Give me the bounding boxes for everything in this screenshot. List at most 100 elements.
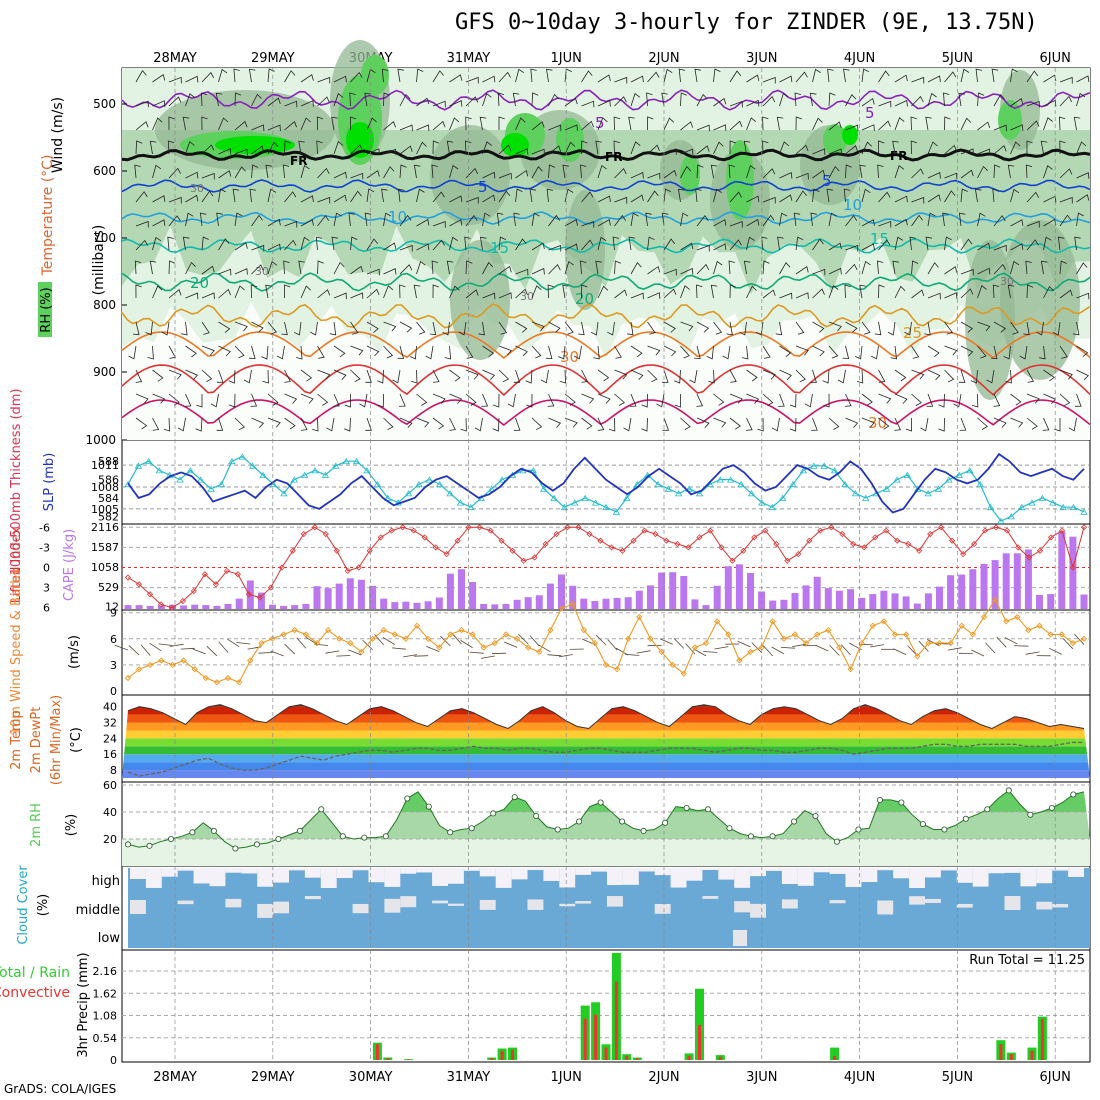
wind-barb: [300, 236, 310, 251]
wind-barb-10m: [985, 642, 996, 654]
wind-barb: [233, 68, 240, 83]
rh-contour-label: 30: [255, 265, 269, 278]
lifted-index-point: [289, 547, 296, 554]
wind-barb: [218, 321, 231, 333]
wind-barb: [1003, 345, 1011, 360]
wind-speed-point: [969, 631, 976, 638]
wind-barb: [647, 190, 659, 203]
top-day-label: 31MAY: [447, 51, 491, 66]
wind-barb: [465, 76, 479, 84]
wind-barb: [416, 260, 426, 275]
wind-barb: [878, 220, 892, 228]
wind-barb: [432, 100, 446, 108]
wind-barb: [498, 345, 512, 356]
wind-barb-10m: [625, 654, 640, 656]
isotherm-label: 5: [822, 172, 832, 190]
cape-bar: [291, 605, 299, 609]
wind-barb: [482, 194, 496, 203]
wind-barb: [845, 164, 852, 179]
wind-barb: [960, 117, 972, 131]
wind-barb: [267, 218, 281, 227]
lifted-index-point: [685, 544, 692, 551]
wind-barb: [267, 417, 281, 428]
wind-speed-point: [547, 626, 554, 634]
wind-barb: [531, 321, 545, 332]
wind-barb: [449, 219, 463, 227]
wind-barb: [181, 321, 188, 336]
wind-barb: [482, 171, 496, 179]
isotherm-40: [121, 399, 1091, 427]
wind-barb: [350, 144, 363, 155]
wind-speed-point: [1003, 618, 1010, 625]
wind-barb: [944, 71, 957, 83]
wind-barb: [680, 321, 694, 332]
cloud-middle-gap: [559, 903, 576, 907]
wind-barb: [515, 345, 528, 357]
wind-barb: [152, 369, 164, 382]
wind-barb: [953, 393, 962, 408]
cape-bar: [569, 585, 577, 609]
precip-tick-label: 1.62: [93, 987, 118, 1000]
lifted-index-point: [1069, 564, 1077, 571]
wind-barb: [267, 393, 279, 406]
wind-speed-point: [491, 639, 498, 647]
precip-convective-bar: [698, 1025, 701, 1060]
freezing-level-label: FR: [290, 154, 307, 168]
wind-barb: [837, 369, 846, 384]
wind-barb: [134, 260, 142, 275]
wind-barb: [185, 369, 199, 380]
wind-speed-point: [135, 666, 143, 673]
lifted-index-point: [399, 524, 406, 531]
wind-barb: [776, 116, 784, 131]
wind-barb: [531, 242, 545, 251]
wind-barb: [729, 100, 743, 108]
wind-barb: [152, 417, 160, 431]
wind-barb: [218, 268, 232, 276]
wind-barb: [464, 140, 472, 155]
cape-bar: [1013, 553, 1021, 609]
wind-barb: [1019, 345, 1028, 360]
wind-barb-10m: [538, 644, 551, 653]
rh-point: [447, 829, 454, 836]
wind-barb: [526, 393, 533, 408]
lifted-index-point: [465, 524, 472, 531]
wind-barb-10m: [518, 633, 529, 645]
wind-barb: [196, 394, 203, 408]
rh-point: [189, 829, 196, 836]
wind-tick-label: 6: [110, 633, 117, 646]
rh-point: [146, 842, 153, 849]
wind-barb: [333, 393, 340, 407]
wind-barb: [993, 145, 1007, 155]
wind-barb-10m: [815, 644, 829, 652]
wind-barb: [185, 171, 199, 179]
rh-point: [318, 806, 325, 813]
wind-barb: [647, 345, 661, 356]
wind-barb: [1076, 75, 1090, 83]
wind-barb-10m: [947, 647, 962, 651]
wind-barb: [1076, 141, 1087, 155]
wind-barb: [365, 417, 372, 431]
wind-barb: [432, 120, 446, 131]
wind-speed-point: [336, 635, 343, 642]
wind-barb: [1059, 214, 1072, 227]
wind-barb: [843, 68, 850, 83]
rh-point: [1048, 805, 1055, 812]
wind-speed-point: [247, 657, 254, 664]
wind-barb: [597, 100, 611, 107]
wind-barb: [630, 75, 644, 83]
cloud-high-gap: [543, 868, 560, 881]
rh-point: [941, 826, 948, 833]
wind-barb: [894, 369, 907, 382]
wind-barb: [680, 165, 692, 179]
wind-barb: [975, 68, 982, 83]
ylabel-wind: Wind (m/s): [50, 97, 66, 173]
wind-barb: [432, 221, 446, 228]
wind-barb: [350, 292, 364, 299]
wind-speed-point: [402, 635, 410, 642]
wind-barb: [958, 92, 965, 107]
top-day-label: 2JUN: [648, 51, 679, 66]
cape-bar: [624, 597, 632, 609]
wind-barb: [597, 393, 611, 404]
thickness-point: [903, 471, 912, 478]
wind-speed-point: [424, 635, 432, 642]
